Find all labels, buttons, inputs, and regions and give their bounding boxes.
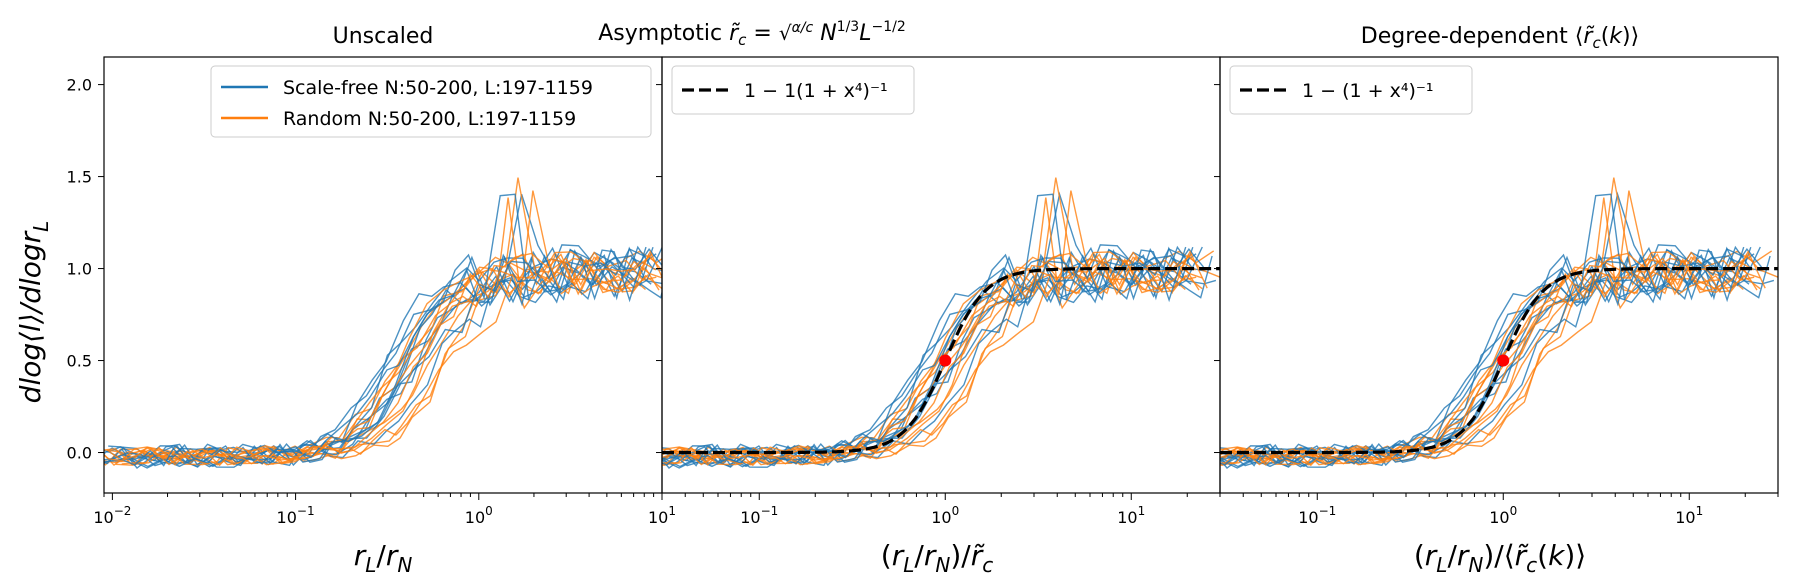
svg-text:dlog⟨l⟩/dlogrL: dlog⟨l⟩/dlogrL	[14, 221, 53, 404]
y-tick-label: 0.5	[67, 352, 92, 371]
series-lines	[662, 177, 1220, 469]
legend-label: Scale-free N:50-200, L:197-1159	[283, 77, 593, 99]
scale-free-series-line	[104, 193, 647, 468]
legend-label: 1 − (1 + x⁴)⁻¹	[1302, 80, 1434, 102]
scale-free-series-line	[1220, 191, 1755, 464]
legend: Scale-free N:50-200, L:197-1159 Random N:…	[210, 65, 652, 138]
panel-title: Unscaled	[333, 24, 434, 49]
y-tick-label: 1.0	[67, 260, 92, 279]
plot-area: 10−2 10−1 100 101 0.0 0.5 1.0 1.5 2.0 Scale-free …	[67, 56, 676, 527]
random-series-line	[104, 252, 653, 466]
axes-frame	[1219, 56, 1779, 494]
x-tick-label: 101	[1117, 504, 1145, 527]
random-series-line	[1220, 258, 1761, 466]
scale-free-series-line	[1220, 193, 1745, 468]
scale-free-series-line	[662, 248, 1187, 467]
plot-area: 10−1 100 101 1 − 1(1 + x⁴)⁻¹	[656, 56, 1221, 527]
legend-label: Random N:50-200, L:197-1159	[283, 108, 576, 130]
random-series-line	[662, 177, 1208, 467]
panel-title: Degree-dependent ⟨r̃c(k)⟩	[1361, 24, 1639, 52]
x-tick-label: 101	[1675, 504, 1703, 527]
scale-free-series-line	[104, 248, 647, 467]
scale-free-series-line	[1220, 246, 1775, 468]
x-axis-label: (rL/rN)/⟨r̃c(k)⟩	[1414, 539, 1586, 577]
legend: 1 − (1 + x⁴)⁻¹	[1229, 65, 1473, 115]
panel-degree-dependent: Degree-dependent ⟨r̃c(k)⟩ 10−1 100 101 1 − …	[1214, 24, 1779, 577]
random-series-line	[1220, 177, 1766, 467]
y-tick-label: 0.0	[67, 444, 92, 463]
plot-area: 10−1 100 101 1 − (1 + x⁴)⁻¹	[1214, 56, 1779, 527]
scale-free-series-line	[107, 193, 657, 464]
midpoint-marker	[1497, 354, 1510, 367]
scale-free-series-line	[104, 244, 643, 465]
x-tick-label: 100	[1489, 504, 1517, 527]
panel-asymptotic: Asymptotic r̃c = √α/c N1/3L−1/2 10−1 100 1…	[598, 19, 1221, 577]
random-series-line	[121, 177, 662, 467]
random-series-line	[115, 253, 662, 466]
scale-free-series-line	[1220, 248, 1745, 467]
random-series-line	[662, 253, 1220, 466]
x-tick-label: 100	[465, 504, 493, 527]
random-series-line	[1220, 252, 1751, 466]
x-tick-label: 100	[931, 504, 959, 527]
scale-free-series-line	[662, 246, 1217, 468]
scale-free-series-line	[662, 193, 1187, 468]
random-series-line	[107, 258, 662, 466]
panel-title: Asymptotic r̃c = √α/c N1/3L−1/2	[598, 19, 905, 49]
random-series-line	[104, 251, 649, 466]
fit-curve	[662, 267, 1220, 455]
scale-free-series-line	[120, 246, 662, 469]
series-lines	[1220, 177, 1778, 469]
x-axis-label: (rL/rN)/r̃c	[881, 539, 993, 577]
x-tick-label: 10−2	[93, 504, 131, 527]
midpoint-marker	[939, 354, 952, 367]
series-lines	[104, 177, 662, 469]
panel-unscaled: Unscaled 10−2 10−1 100 101 0.0 0.5 1.0 1.5 2.0 Sc…	[67, 24, 676, 577]
x-tick-label: 101	[648, 504, 676, 527]
random-series-line	[1220, 253, 1778, 466]
x-axis-label: rL/rN	[354, 539, 413, 577]
legend-label: 1 − 1(1 + x⁴)⁻¹	[744, 80, 888, 102]
scale-free-series-line	[120, 246, 662, 468]
y-tick-label: 2.0	[67, 76, 92, 95]
random-series-line	[662, 252, 1193, 466]
x-tick-label: 10−1	[277, 504, 315, 527]
scale-free-series-line	[662, 191, 1197, 464]
fit-curve	[1220, 267, 1778, 455]
y-tick-label: 1.5	[67, 168, 92, 187]
x-tick-label: 10−1	[1298, 504, 1336, 527]
random-series-line	[662, 258, 1203, 466]
y-axis-label: dlog⟨l⟩/dlogrL	[14, 221, 53, 404]
x-tick-label: 10−1	[740, 504, 778, 527]
legend: 1 − 1(1 + x⁴)⁻¹	[671, 65, 915, 115]
